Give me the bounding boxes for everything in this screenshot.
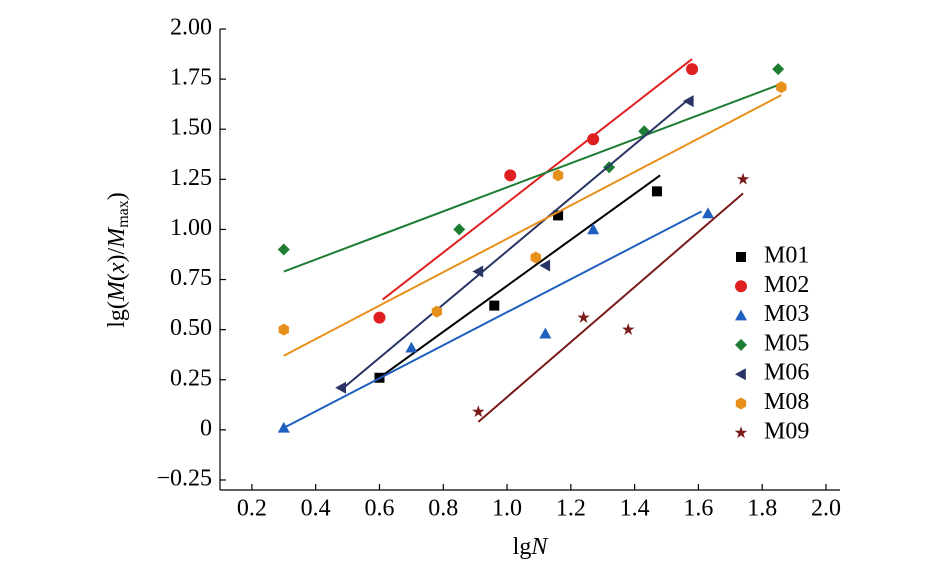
fit-line bbox=[340, 98, 690, 391]
marker bbox=[431, 305, 443, 318]
marker bbox=[277, 421, 290, 433]
marker bbox=[373, 311, 386, 324]
y-label-part: )/ bbox=[104, 247, 130, 262]
x-label-part: N bbox=[530, 534, 549, 560]
marker bbox=[552, 169, 564, 182]
y-label-part: ( bbox=[104, 273, 130, 281]
y-label-part: ) bbox=[104, 192, 130, 200]
marker bbox=[682, 95, 694, 108]
marker bbox=[621, 323, 635, 335]
marker bbox=[587, 133, 600, 146]
marker bbox=[776, 81, 787, 94]
x-tick-label: 1.6 bbox=[683, 496, 713, 522]
x-tick-label: 1.4 bbox=[620, 496, 650, 522]
marker bbox=[489, 300, 500, 311]
y-tick-label: 0.25 bbox=[170, 365, 212, 391]
marker bbox=[472, 405, 485, 418]
legend-label: M06 bbox=[764, 360, 809, 386]
legend-marker bbox=[735, 309, 747, 321]
fit-line bbox=[283, 84, 779, 273]
fit-line bbox=[477, 192, 744, 423]
y-tick-label: 1.00 bbox=[170, 215, 212, 241]
legend-label: M08 bbox=[764, 389, 809, 415]
fit-line bbox=[378, 174, 661, 379]
legend-marker bbox=[735, 368, 746, 381]
y-tick-label: 2.00 bbox=[170, 15, 212, 41]
legend-label: M03 bbox=[764, 301, 809, 327]
marker bbox=[530, 251, 541, 264]
fit-line bbox=[382, 58, 693, 301]
marker bbox=[651, 186, 662, 197]
marker bbox=[335, 381, 346, 394]
x-tick-label: 2.0 bbox=[811, 496, 841, 522]
legend-marker bbox=[736, 252, 746, 262]
fit-line bbox=[283, 210, 703, 429]
marker bbox=[553, 210, 564, 221]
x-tick-label: 0.4 bbox=[301, 496, 331, 522]
y-label-part: x bbox=[104, 262, 130, 274]
x-tick-label: 0.6 bbox=[364, 496, 394, 522]
marker bbox=[539, 327, 552, 339]
legend-label: M09 bbox=[764, 418, 809, 444]
marker bbox=[587, 223, 600, 235]
legend-marker bbox=[735, 280, 747, 293]
y-label-part: M bbox=[104, 279, 130, 302]
x-tick-label: 1.8 bbox=[747, 496, 777, 522]
y-label-part: max bbox=[115, 200, 132, 228]
legend-label: M05 bbox=[764, 330, 809, 356]
fit-line bbox=[283, 94, 782, 357]
marker bbox=[453, 223, 466, 236]
y-tick-label: 0 bbox=[200, 415, 212, 441]
y-tick-label: 1.75 bbox=[170, 65, 212, 91]
marker bbox=[577, 311, 590, 323]
x-tick-label: 0.8 bbox=[428, 496, 458, 522]
marker bbox=[405, 341, 418, 353]
y-label-part: lg( bbox=[104, 301, 130, 328]
x-tick-label: 1.0 bbox=[492, 496, 522, 522]
x-tick-label: 1.2 bbox=[556, 496, 586, 522]
y-tick-label: 0.50 bbox=[170, 315, 212, 341]
y-tick-label: 1.50 bbox=[170, 115, 212, 141]
y-tick-label: 0.75 bbox=[170, 265, 212, 291]
x-axis-label: lgN bbox=[513, 534, 550, 560]
marker bbox=[504, 169, 517, 182]
marker bbox=[701, 207, 714, 219]
marker bbox=[736, 172, 750, 185]
y-tick-label: 1.25 bbox=[170, 165, 212, 191]
marker bbox=[277, 243, 290, 256]
legend-marker bbox=[735, 338, 747, 351]
marker bbox=[472, 265, 484, 278]
legend-marker bbox=[734, 426, 748, 439]
legend-label: M02 bbox=[764, 272, 809, 298]
y-tick-label: −0.25 bbox=[156, 465, 212, 491]
marker bbox=[686, 63, 699, 76]
y-label-part: M bbox=[104, 226, 130, 249]
legend-label: M01 bbox=[764, 243, 809, 269]
x-label-part: lg bbox=[513, 534, 532, 560]
marker bbox=[772, 63, 785, 76]
marker bbox=[278, 323, 289, 336]
marker bbox=[539, 259, 551, 272]
y-axis-label: lg(M(x)/Mmax) bbox=[104, 192, 132, 328]
legend-marker bbox=[735, 397, 747, 410]
x-tick-label: 0.2 bbox=[237, 496, 267, 522]
